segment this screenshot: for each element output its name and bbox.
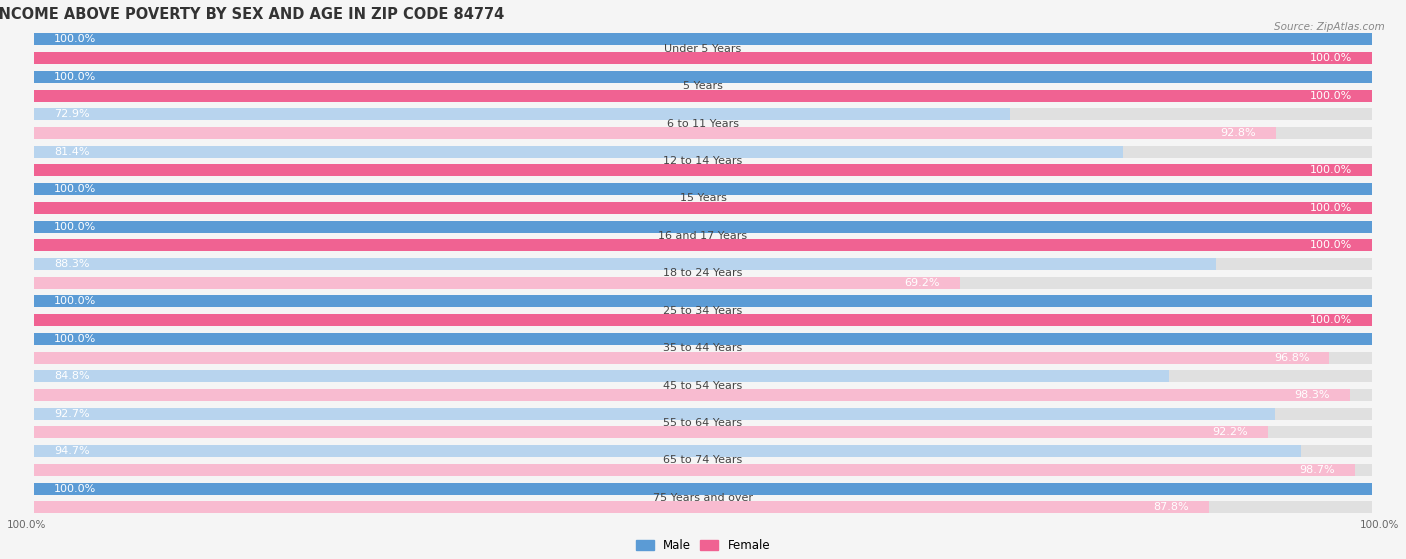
- Text: 25 to 34 Years: 25 to 34 Years: [664, 306, 742, 316]
- Bar: [34, 164, 1372, 177]
- Text: Under 5 Years: Under 5 Years: [665, 44, 741, 54]
- Bar: [34, 445, 1302, 457]
- Bar: [34, 52, 1372, 64]
- Bar: [34, 34, 1372, 45]
- Bar: [34, 239, 1372, 251]
- Text: 100.0%: 100.0%: [1310, 203, 1353, 213]
- Text: 92.2%: 92.2%: [1212, 428, 1247, 437]
- Text: 15 Years: 15 Years: [679, 193, 727, 203]
- Bar: [34, 127, 1275, 139]
- Text: 75 Years and over: 75 Years and over: [652, 493, 754, 503]
- Text: 69.2%: 69.2%: [904, 278, 941, 288]
- Text: Source: ZipAtlas.com: Source: ZipAtlas.com: [1274, 22, 1385, 32]
- Bar: [34, 408, 1372, 420]
- Bar: [34, 389, 1372, 401]
- Bar: [34, 314, 1372, 326]
- Text: 16 and 17 Years: 16 and 17 Years: [658, 231, 748, 241]
- Bar: [34, 277, 1372, 288]
- Text: 100.0%: 100.0%: [53, 484, 96, 494]
- Bar: [34, 314, 1372, 326]
- Text: 100.0%: 100.0%: [1310, 165, 1353, 176]
- Text: 87.8%: 87.8%: [1153, 502, 1189, 512]
- Text: 100.0%: 100.0%: [7, 520, 46, 530]
- Text: 100.0%: 100.0%: [53, 334, 96, 344]
- Bar: [34, 408, 1275, 420]
- Text: 100.0%: 100.0%: [1360, 520, 1399, 530]
- Text: 100.0%: 100.0%: [53, 296, 96, 306]
- Bar: [34, 482, 1372, 495]
- Bar: [34, 370, 1168, 382]
- Bar: [34, 202, 1372, 214]
- Bar: [34, 52, 1372, 64]
- Bar: [34, 108, 1010, 120]
- Bar: [34, 333, 1372, 345]
- Bar: [34, 34, 1372, 45]
- Text: 100.0%: 100.0%: [53, 184, 96, 194]
- Bar: [34, 501, 1209, 513]
- Text: 96.8%: 96.8%: [1274, 353, 1309, 363]
- Bar: [34, 277, 960, 288]
- Bar: [34, 89, 1372, 102]
- Text: 18 to 24 Years: 18 to 24 Years: [664, 268, 742, 278]
- Text: 98.3%: 98.3%: [1294, 390, 1330, 400]
- Bar: [34, 295, 1372, 307]
- Bar: [34, 202, 1372, 214]
- Bar: [34, 389, 1350, 401]
- Text: 88.3%: 88.3%: [53, 259, 90, 269]
- Bar: [34, 352, 1372, 363]
- Text: 45 to 54 Years: 45 to 54 Years: [664, 381, 742, 391]
- Text: 92.7%: 92.7%: [53, 409, 90, 419]
- Bar: [34, 464, 1372, 476]
- Text: 100.0%: 100.0%: [1310, 315, 1353, 325]
- Text: 94.7%: 94.7%: [53, 446, 90, 456]
- Bar: [34, 183, 1372, 195]
- Bar: [34, 352, 1330, 363]
- Bar: [34, 427, 1372, 438]
- Bar: [34, 333, 1372, 345]
- Text: 100.0%: 100.0%: [1310, 91, 1353, 101]
- Text: 100.0%: 100.0%: [53, 221, 96, 231]
- Bar: [34, 445, 1372, 457]
- Text: 100.0%: 100.0%: [1310, 53, 1353, 63]
- Bar: [34, 258, 1372, 270]
- Text: 72.9%: 72.9%: [53, 109, 90, 119]
- Text: 92.8%: 92.8%: [1220, 128, 1256, 138]
- Bar: [34, 71, 1372, 83]
- Bar: [34, 482, 1372, 495]
- Text: INCOME ABOVE POVERTY BY SEX AND AGE IN ZIP CODE 84774: INCOME ABOVE POVERTY BY SEX AND AGE IN Z…: [0, 7, 505, 22]
- Bar: [34, 146, 1123, 158]
- Text: 55 to 64 Years: 55 to 64 Years: [664, 418, 742, 428]
- Bar: [34, 183, 1372, 195]
- Text: 12 to 14 Years: 12 to 14 Years: [664, 156, 742, 166]
- Bar: [34, 127, 1372, 139]
- Bar: [34, 146, 1372, 158]
- Legend: Male, Female: Male, Female: [631, 534, 775, 557]
- Bar: [34, 464, 1355, 476]
- Text: 100.0%: 100.0%: [53, 35, 96, 44]
- Text: 100.0%: 100.0%: [1310, 240, 1353, 250]
- Bar: [34, 108, 1372, 120]
- Text: 84.8%: 84.8%: [53, 371, 90, 381]
- Bar: [34, 239, 1372, 251]
- Text: 81.4%: 81.4%: [53, 146, 90, 157]
- Bar: [34, 221, 1372, 233]
- Bar: [34, 501, 1372, 513]
- Text: 65 to 74 Years: 65 to 74 Years: [664, 456, 742, 466]
- Bar: [34, 295, 1372, 307]
- Bar: [34, 370, 1372, 382]
- Text: 98.7%: 98.7%: [1299, 465, 1334, 475]
- Text: 100.0%: 100.0%: [53, 72, 96, 82]
- Text: 6 to 11 Years: 6 to 11 Years: [666, 119, 740, 129]
- Bar: [34, 71, 1372, 83]
- Text: 35 to 44 Years: 35 to 44 Years: [664, 343, 742, 353]
- Text: 5 Years: 5 Years: [683, 81, 723, 91]
- Bar: [34, 164, 1372, 177]
- Bar: [34, 221, 1372, 233]
- Bar: [34, 89, 1372, 102]
- Bar: [34, 258, 1216, 270]
- Bar: [34, 427, 1268, 438]
